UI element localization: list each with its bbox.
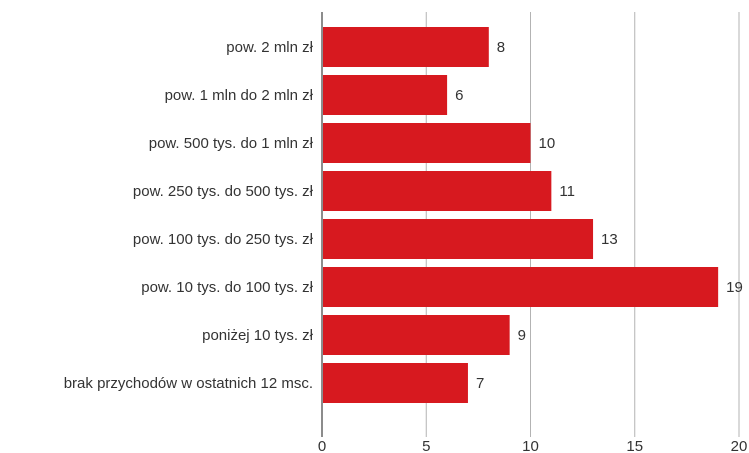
bar-value-label: 19 [726,279,743,296]
bar [322,171,552,211]
x-tick-label: 0 [318,438,326,453]
bar-value-label: 7 [476,375,484,392]
x-tick-label: 20 [731,438,748,453]
x-tick-label: 5 [422,438,430,453]
bar [322,123,531,163]
bar [322,267,719,307]
category-label: pow. 1 mln do 2 mln zł [165,87,314,104]
category-label: poniżej 10 tys. zł [202,327,314,344]
bar-value-label: 10 [539,135,556,152]
bar [322,27,489,67]
bar-value-label: 9 [518,327,526,344]
category-labels: pow. 2 mln zł pow. 1 mln do 2 mln zł pow. … [64,39,314,392]
bar [322,315,510,355]
category-label: pow. 2 mln zł [226,39,313,56]
x-tick-label: 10 [522,438,539,453]
category-label: pow. 250 tys. do 500 tys. zł [133,183,314,200]
bar-value-label: 6 [455,87,463,104]
value-labels: 8 6 10 11 13 19 9 7 [455,39,743,392]
category-label: pow. 500 tys. do 1 mln zł [149,135,314,152]
bars [322,27,719,403]
bar-value-label: 11 [559,183,575,200]
x-tick-label: 15 [626,438,643,453]
bar [322,75,448,115]
category-label: brak przychodów w ostatnich 12 msc. [64,375,313,392]
category-label: pow. 100 tys. do 250 tys. zł [133,231,314,248]
bar [322,363,468,403]
bar-value-label: 13 [601,231,618,248]
x-tick-labels: 0 5 10 15 20 [318,438,748,453]
bar [322,219,594,259]
bar-value-label: 8 [497,39,505,56]
category-label: pow. 10 tys. do 100 tys. zł [141,279,313,296]
